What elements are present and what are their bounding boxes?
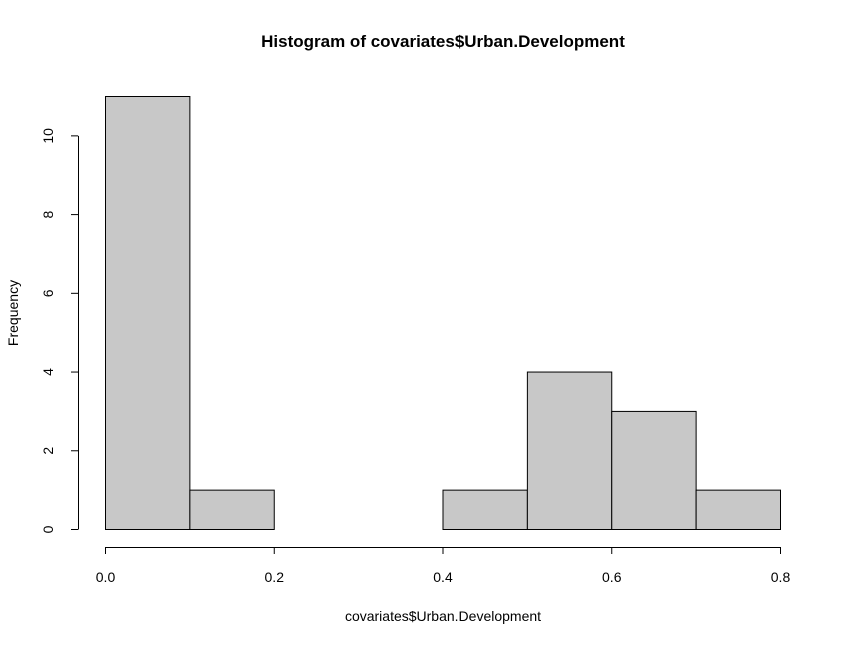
y-tick-label: 8 [40,210,56,218]
histogram-bar-5 [526,371,613,530]
chart-title: Histogram of covariates$Urban.Developmen… [261,32,625,51]
y-axis: 0 2 4 6 8 10 [40,128,79,533]
x-axis-label: covariates$Urban.Development [345,608,541,624]
x-axis: 0.0 0.2 0.4 0.6 0.8 [96,547,791,585]
histogram-bar-0 [105,96,191,530]
histogram-bar-6 [611,410,697,530]
histogram-bar-7 [695,489,781,530]
x-tick-label: 0.2 [265,569,285,585]
y-tick-label: 6 [40,289,56,297]
bars-group [105,96,781,530]
x-tick-label: 0.4 [433,569,453,585]
y-tick-label: 0 [40,525,56,533]
y-tick-label: 4 [40,368,56,376]
x-tick-label: 0.6 [602,569,622,585]
histogram-bar-1 [189,489,275,530]
y-tick-label: 2 [40,447,56,455]
x-tick-label: 0.0 [96,569,116,585]
histogram-bar-4 [442,489,528,530]
y-tick-label: 10 [40,128,56,144]
y-axis-label: Frequency [5,280,21,346]
x-tick-label: 0.8 [771,569,791,585]
